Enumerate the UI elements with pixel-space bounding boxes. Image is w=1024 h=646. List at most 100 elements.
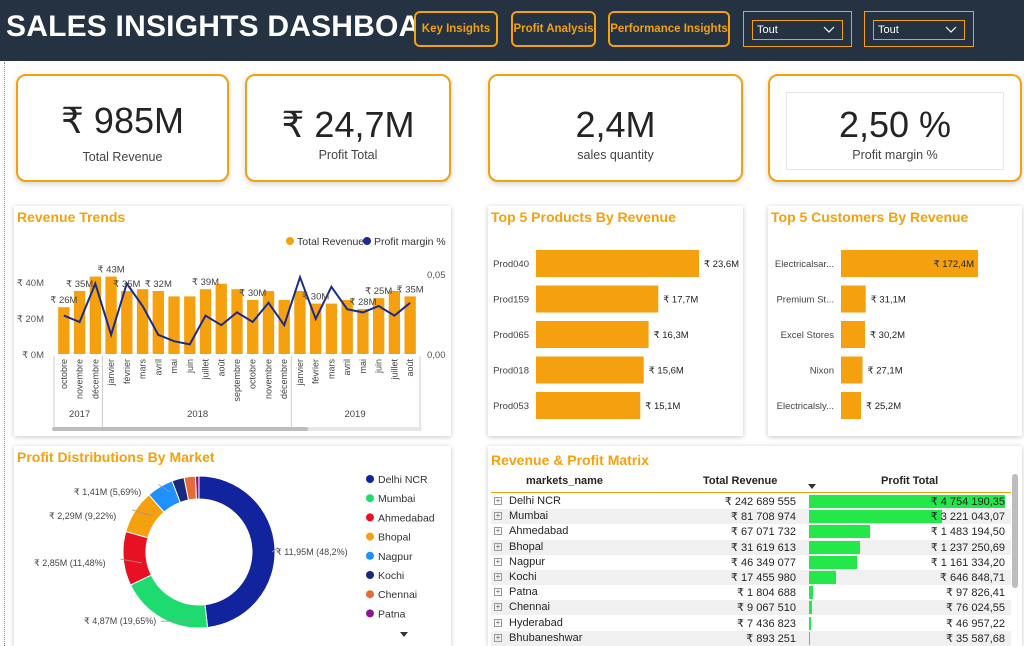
profit-total-cell: ₹ 1 483 194,50 [930, 526, 1005, 539]
legend-marker [366, 590, 374, 599]
leader-line [271, 547, 279, 553]
data-label: ₹ 30M [239, 288, 266, 299]
profit-data-bar [809, 510, 943, 524]
revenue-trends-chart: Total Revenue Profit margin % ₹ 0M ₹ 20M ₹ 4… [17, 236, 446, 431]
matrix-scrollbar[interactable] [1012, 474, 1018, 588]
revenue-bar [152, 291, 164, 354]
expand-row-icon[interactable]: + [494, 632, 502, 642]
y-tick-label: ₹ 40M [17, 278, 44, 289]
profit-distribution-title: Profit Distributions By Market [17, 449, 215, 465]
profit-data-bar [809, 555, 858, 569]
sort-desc-icon[interactable] [808, 484, 816, 490]
table-row[interactable]: + Mumbai ₹ 81 708 974 ₹ 3 221 043,07 [491, 509, 1011, 525]
revenue-profit-matrix-panel[interactable]: Revenue & Profit Matrix markets_name Tot… [488, 446, 1022, 646]
revenue-trends-panel[interactable]: Revenue Trends Total Revenue Profit margi… [14, 206, 451, 436]
x-tick-label: mars [138, 359, 148, 379]
expand-row-icon[interactable]: + [494, 572, 502, 581]
profit-margin-line [63, 274, 411, 346]
market-name-cell: Mumbai [509, 510, 549, 523]
revenue-bar [136, 289, 149, 354]
top-customers-panel[interactable]: Top 5 Customers By Revenue Electricalsar… [768, 206, 1022, 436]
revenue-bar [105, 276, 117, 354]
slicer-2-dropdown[interactable]: Tout [873, 20, 965, 40]
kpi-sales-quantity: 2,4M sales quantity [488, 74, 743, 182]
table-row[interactable]: + Chennai ₹ 9 067 510 ₹ 76 024,55 [491, 600, 1011, 616]
x-tick-label: novembre [75, 359, 85, 399]
expand-row-icon[interactable]: + [494, 602, 502, 612]
table-row[interactable]: + Ahmedabad ₹ 67 071 732 ₹ 1 483 194,50 [491, 524, 1011, 539]
slice-label: ₹ 1,41M (5,69%) [74, 487, 141, 497]
top-products-panel[interactable]: Top 5 Products By Revenue Prod040 ₹ 23,6M… [488, 206, 743, 436]
expand-row-icon[interactable]: + [494, 587, 502, 597]
kpi-value: 2,4M [575, 104, 656, 145]
profit-total-cell: ₹ 646 848,71 [939, 572, 1005, 584]
x-tick-label: janvier [295, 359, 305, 387]
table-row[interactable]: + Bhopal ₹ 31 619 613 ₹ 1 237 250,69 [491, 539, 1011, 555]
market-name-cell: Bhopal [509, 540, 544, 553]
page-border [4, 62, 5, 646]
table-row[interactable]: + Nagpur ₹ 46 349 077 ₹ 1 161 334,20 [491, 555, 1011, 570]
revenue-bar [247, 300, 259, 354]
expand-row-icon[interactable]: + [494, 541, 502, 551]
revenue-bar [121, 291, 133, 354]
market-name-cell: Ahmedabad [509, 525, 569, 538]
product-bar [536, 285, 659, 313]
table-row[interactable]: + Hyderabad ₹ 7 436 823 ₹ 46 957,22 [491, 616, 1011, 631]
revenue-bar [58, 307, 70, 354]
legend-marker [366, 513, 374, 522]
x-tick-label: janvier [106, 359, 116, 387]
table-row[interactable]: + Kochi ₹ 17 455 980 ₹ 646 848,71 [491, 570, 1011, 585]
slicer-1[interactable]: Tout [743, 11, 852, 47]
matrix-header-revenue[interactable]: Total Revenue [703, 475, 778, 487]
legend-label: Patna [378, 608, 406, 620]
y2-tick-label: 0,05 [427, 270, 446, 281]
legend-label: Mumbai [378, 493, 415, 505]
total-revenue-cell: ₹ 46 349 077 [730, 556, 796, 569]
category-label: Electricalsar... [775, 259, 834, 270]
profit-total-cell: ₹ 3 221 043,07 [930, 511, 1005, 524]
table-row[interactable]: + Bhubaneshwar ₹ 893 251 ₹ 35 587,68 [491, 630, 1011, 646]
slicer-1-dropdown[interactable]: Tout [752, 20, 843, 40]
kpi-profit-total: ₹ 24,7M Profit Total [245, 74, 451, 182]
profit-data-bar [809, 525, 870, 539]
product-bar [536, 250, 699, 277]
top-customers-chart: Electricalsar... ₹ 172,4M Premium St... ₹ 3… [775, 250, 978, 419]
header-bar: SALES INSIGHTS DASHBOARD Key Insights Pr… [0, 0, 1024, 61]
expand-row-icon[interactable]: + [494, 526, 502, 536]
legend-marker [366, 494, 374, 503]
revenue-bar [215, 283, 227, 354]
donut-slice [198, 475, 276, 629]
data-label: ₹ 30,2M [870, 330, 905, 341]
key-insights-button[interactable]: Key Insights [414, 11, 498, 47]
data-label: ₹ 25,2M [866, 401, 901, 412]
product-bar [841, 250, 978, 277]
market-name-cell: Delhi NCR [509, 495, 561, 507]
revenue-bar [388, 291, 401, 354]
x-tick-label: août [405, 359, 415, 377]
performance-insights-button[interactable]: Performance Insights [608, 11, 730, 47]
profit-total-cell: ₹ 97 826,41 [946, 587, 1005, 600]
table-row[interactable]: + Patna ₹ 1 804 688 ₹ 97 826,41 [491, 585, 1011, 600]
legend-marker-margin [363, 237, 371, 245]
revenue-bar [357, 309, 369, 354]
product-bar [841, 392, 862, 419]
expand-row-icon[interactable]: + [494, 511, 502, 521]
profit-distribution-panel[interactable]: Profit Distributions By Market ₹ 11,95M … [14, 446, 451, 646]
data-label: ₹ 30M [302, 292, 329, 303]
data-label: ₹ 43M [98, 265, 125, 276]
slicer-2[interactable]: Tout [864, 11, 974, 47]
total-revenue-cell: ₹ 81 708 974 [730, 511, 796, 524]
matrix-header-market[interactable]: markets_name [526, 475, 604, 487]
profit-analysis-button[interactable]: Profit Analysis [511, 11, 596, 47]
data-label: ₹ 25M [365, 286, 392, 297]
expand-row-icon[interactable]: + [494, 617, 502, 627]
matrix-header-profit[interactable]: Profit Total [881, 475, 939, 487]
expand-row-icon[interactable]: + [494, 556, 502, 566]
expand-row-icon[interactable]: + [494, 496, 502, 505]
table-row[interactable]: + Delhi NCR ₹ 242 689 555 ₹ 4 754 190,35 [491, 494, 1011, 509]
profit-data-bar [809, 495, 1005, 508]
leader-line [131, 509, 154, 517]
legend-marker-revenue [286, 237, 294, 245]
x-tick-label: octobre [59, 359, 69, 389]
legend-label: Ahmedabad [378, 512, 435, 524]
